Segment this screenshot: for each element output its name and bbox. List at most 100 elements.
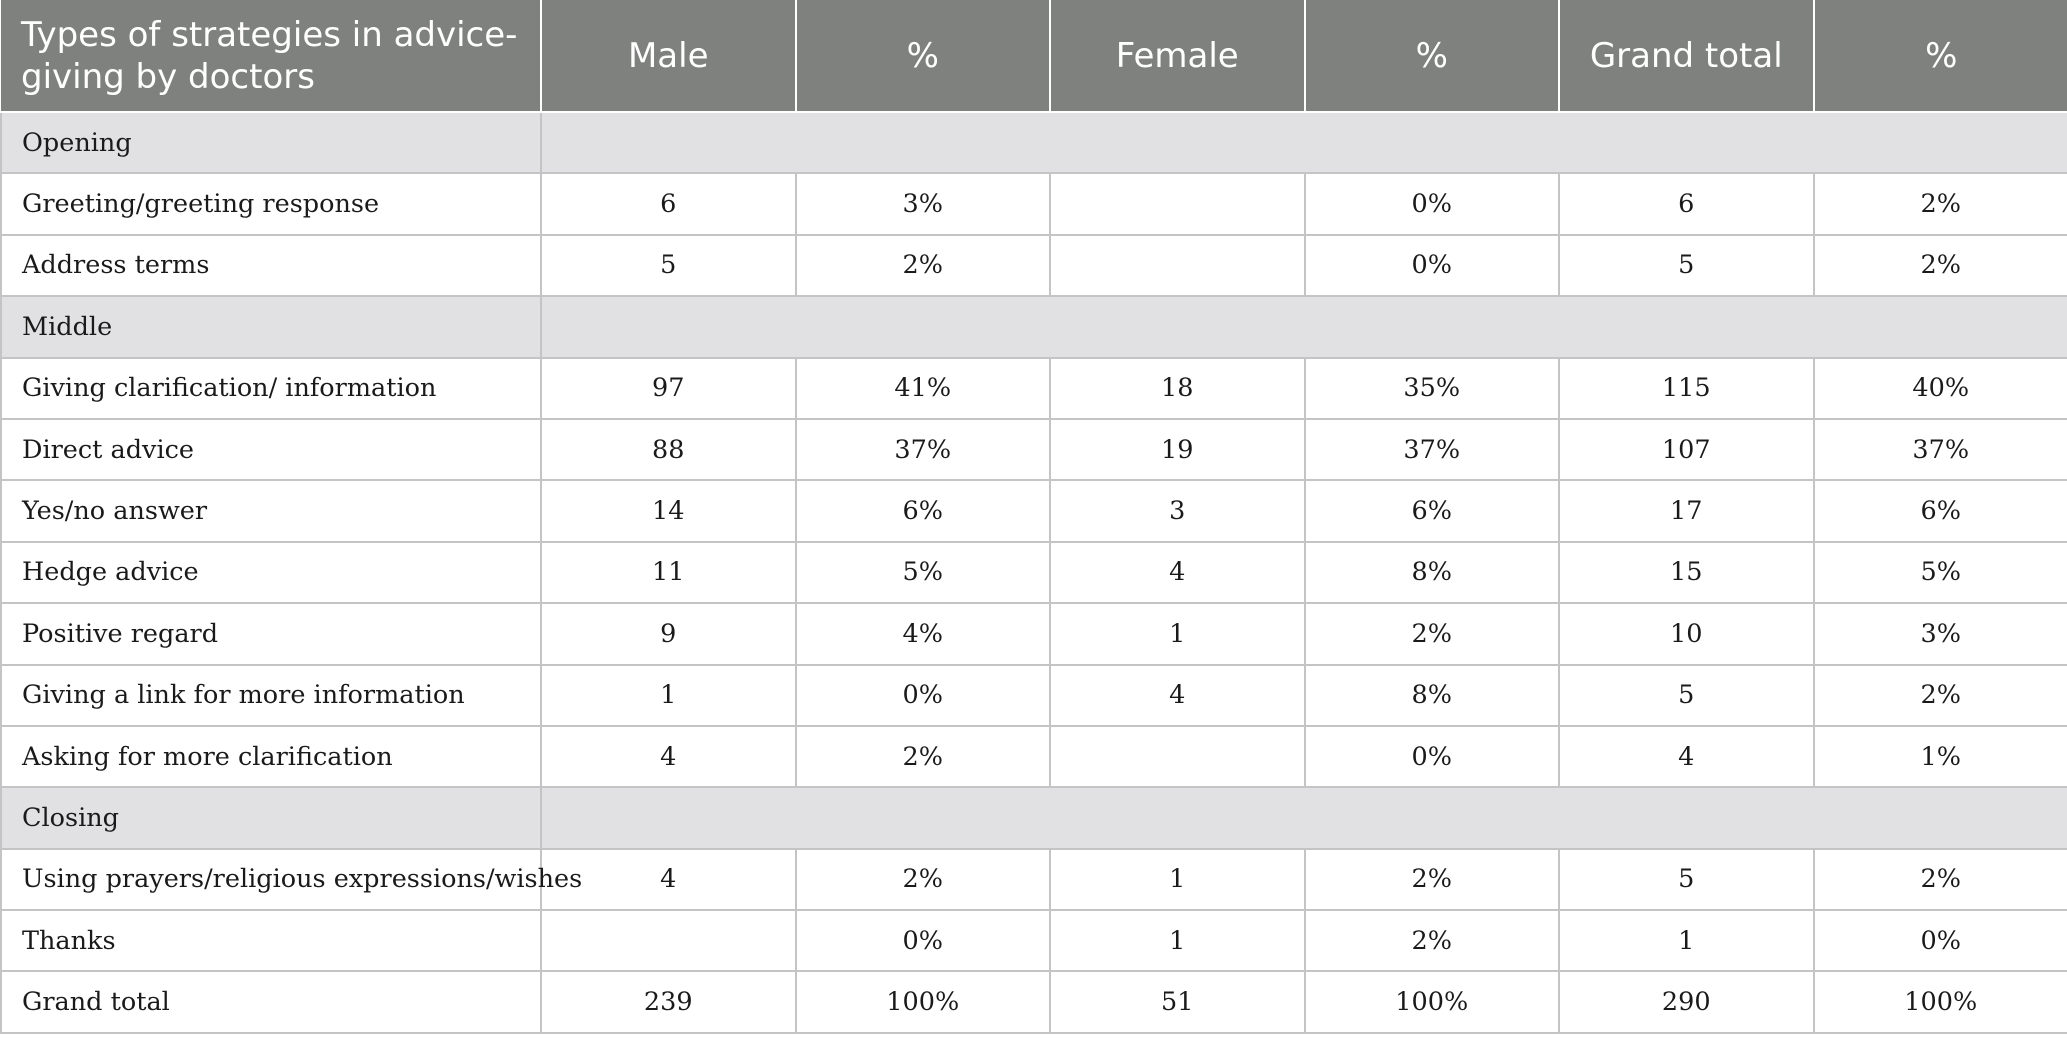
cell-male-percent: 3% [794,172,1051,236]
cell-grand-total: 115 [1558,356,1815,420]
cell-female-percent: 2% [1303,909,1560,973]
cell-grand-total: 10 [1558,602,1815,666]
row-label: Positive regard [0,602,542,666]
table-row: Thanks 0% 1 2% 1 0% [0,909,2067,973]
cell-grand-total-percent: 37% [1812,417,2067,482]
cell-male-percent: 0% [794,909,1051,973]
row-label: Hedge advice [0,540,542,605]
row-label: Using prayers/religious expressions/wish… [0,847,582,912]
table-row: Positive regard 9 4% 1 2% 10 3% [0,602,2067,666]
table-row: Greeting/greeting response 6 3% 0% 6 2% [0,172,2067,236]
section-row-closing: Closing [0,786,2067,850]
header-female: Female [1049,0,1306,113]
cell-female-percent: 37% [1303,417,1560,482]
cell-female-percent: 8% [1303,540,1560,605]
cell-female: 51 [1049,970,1306,1034]
cell-grand-total: 4 [1558,724,1815,789]
cell-grand-total: 107 [1558,417,1815,482]
cell-grand-total: 290 [1558,970,1815,1034]
header-grand-total: Grand total [1558,0,1815,113]
header-male-percent: % [794,0,1051,113]
cell-male: 4 [540,847,797,912]
table-row: Direct advice 88 37% 19 37% 107 37% [0,417,2067,482]
cell-male-percent: 4% [794,602,1051,666]
cell-female: 1 [1049,909,1306,973]
cell-grand-total: 17 [1558,479,1815,543]
cell-male-percent: 100% [794,970,1051,1034]
cell-grand-total-percent: 100% [1812,970,2067,1034]
cell-grand-total-percent: 5% [1812,540,2067,605]
row-label: Greeting/greeting response [0,172,542,236]
table-row: Using prayers/religious expressions/wish… [0,847,2067,912]
header-male: Male [540,0,797,113]
grand-total-row: Grand total 239 100% 51 100% 290 100% [0,970,2067,1034]
cell-female-percent: 100% [1303,970,1560,1034]
table-row: Giving clarification/ information 97 41%… [0,356,2067,420]
cell-female-percent: 2% [1303,847,1560,912]
cell-male-percent: 2% [794,233,1051,298]
section-label: Closing [0,786,542,850]
row-label: Giving clarification/ information [0,356,542,420]
cell-female [1049,172,1306,236]
table-row: Asking for more clarification 4 2% 0% 4 … [0,724,2067,789]
cell-female: 1 [1049,602,1306,666]
cell-female: 18 [1049,356,1306,420]
row-label: Address terms [0,233,542,298]
cell-male-percent: 0% [794,663,1051,727]
cell-grand-total-percent: 3% [1812,602,2067,666]
row-label: Direct advice [0,417,542,482]
cell-male [540,909,797,973]
cell-grand-total-percent: 2% [1812,233,2067,298]
cell-male-percent: 2% [794,724,1051,789]
section-spacer [540,110,2067,175]
cell-male: 97 [540,356,797,420]
header-row: Types of strategies in advice-giving by … [1,0,2067,113]
cell-male: 4 [540,724,797,789]
cell-grand-total: 15 [1558,540,1815,605]
cell-male-percent: 37% [794,417,1051,482]
row-label: Asking for more clarification [0,724,542,789]
header-female-percent: % [1303,0,1560,113]
cell-female [1049,724,1306,789]
cell-grand-total-percent: 40% [1812,356,2067,420]
cell-female-percent: 6% [1303,479,1560,543]
cell-female: 4 [1049,540,1306,605]
cell-male: 11 [540,540,797,605]
header-strategy-type: Types of strategies in advice-giving by … [1,0,542,113]
table-row: Yes/no answer 14 6% 3 6% 17 6% [0,479,2067,543]
cell-female-percent: 8% [1303,663,1560,727]
section-spacer [540,786,2067,850]
section-row-opening: Opening [0,110,2067,175]
cell-grand-total: 5 [1558,233,1815,298]
cell-female: 4 [1049,663,1306,727]
cell-grand-total-percent: 1% [1812,724,2067,789]
table-row: Giving a link for more information 1 0% … [0,663,2067,727]
cell-grand-total-percent: 2% [1812,172,2067,236]
cell-female: 1 [1049,847,1306,912]
row-label: Giving a link for more information [0,663,542,727]
cell-male: 5 [540,233,797,298]
section-label: Opening [0,110,542,175]
cell-female-percent: 2% [1303,602,1560,666]
cell-male-percent: 6% [794,479,1051,543]
cell-grand-total: 5 [1558,847,1815,912]
cell-male-percent: 5% [794,540,1051,605]
cell-female-percent: 0% [1303,724,1560,789]
cell-grand-total: 5 [1558,663,1815,727]
row-label: Grand total [0,970,542,1034]
cell-female: 3 [1049,479,1306,543]
section-label: Middle [0,295,542,359]
cell-grand-total: 1 [1558,909,1815,973]
row-label: Thanks [0,909,542,973]
cell-male-percent: 2% [794,847,1051,912]
cell-female: 19 [1049,417,1306,482]
section-spacer [540,295,2067,359]
cell-male: 6 [540,172,797,236]
table-row: Hedge advice 11 5% 4 8% 15 5% [0,540,2067,605]
cell-male: 1 [540,663,797,727]
cell-female [1049,233,1306,298]
cell-grand-total-percent: 6% [1812,479,2067,543]
cell-female-percent: 0% [1303,172,1560,236]
